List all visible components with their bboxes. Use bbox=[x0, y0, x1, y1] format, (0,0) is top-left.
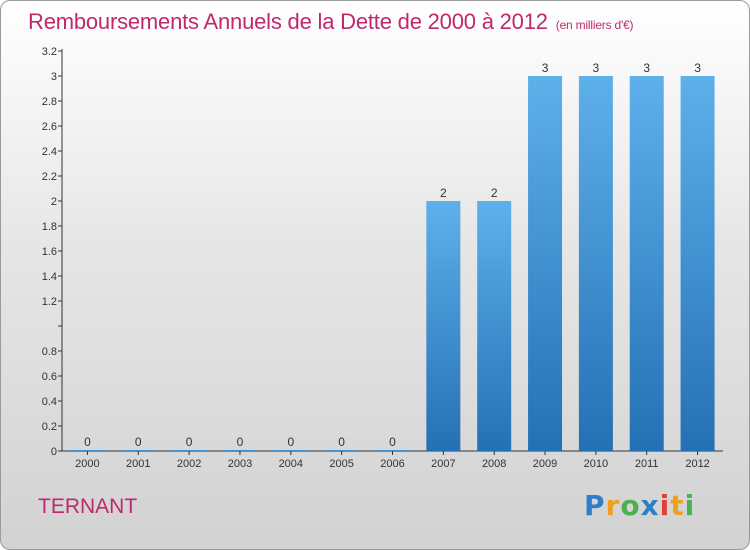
chart-title-text: Remboursements Annuels de la Dette de 20… bbox=[28, 9, 548, 34]
y-tick-label: 1.2 bbox=[42, 296, 57, 308]
y-tick-label: 2 bbox=[51, 196, 57, 208]
bar-2009 bbox=[528, 76, 563, 451]
x-tick-label: 2006 bbox=[380, 458, 404, 470]
proxiti-logo: Proxiti bbox=[584, 489, 695, 522]
y-tick-label: 0 bbox=[51, 446, 57, 458]
y-tick-label: 1.4 bbox=[42, 271, 57, 283]
bar-value-label: 2 bbox=[491, 186, 498, 200]
x-tick-label: 2008 bbox=[482, 458, 506, 470]
bar-2010 bbox=[578, 76, 613, 451]
logo-letter: x bbox=[640, 489, 660, 522]
y-tick-label: 2.8 bbox=[42, 96, 57, 108]
bar-value-label: 0 bbox=[186, 435, 193, 449]
bar-value-label: 0 bbox=[287, 435, 294, 449]
x-tick-label: 2007 bbox=[431, 458, 455, 470]
y-tick-label: 2.2 bbox=[42, 171, 57, 183]
y-tick-label: 0.2 bbox=[42, 421, 57, 433]
bar-2003 bbox=[222, 450, 257, 451]
bar-value-label: 3 bbox=[643, 61, 650, 75]
bar-2002 bbox=[172, 450, 207, 451]
y-tick-label: 0.6 bbox=[42, 371, 57, 383]
bar-value-label: 0 bbox=[237, 435, 244, 449]
bar-2007 bbox=[426, 201, 461, 451]
bar-value-label: 0 bbox=[389, 435, 396, 449]
y-tick-label: 0.8 bbox=[42, 346, 57, 358]
logo-letter: t bbox=[670, 489, 685, 522]
x-tick-label: 2002 bbox=[177, 458, 201, 470]
location-label: TERNANT bbox=[38, 495, 138, 518]
logo-letter: i bbox=[684, 489, 696, 522]
y-tick-label: 2.4 bbox=[42, 146, 57, 158]
x-tick-label: 2000 bbox=[75, 458, 99, 470]
logo-letter: r bbox=[605, 489, 621, 522]
bar-2006 bbox=[375, 450, 410, 451]
x-tick-label: 2009 bbox=[533, 458, 557, 470]
bar-value-label: 2 bbox=[440, 186, 447, 200]
chart-title: Remboursements Annuels de la Dette de 20… bbox=[28, 9, 634, 35]
bar-2005 bbox=[324, 450, 359, 451]
bar-value-label: 3 bbox=[593, 61, 600, 75]
bar-value-label: 3 bbox=[694, 61, 701, 75]
y-tick-label: 3.2 bbox=[42, 46, 57, 58]
chart-unit: (en milliers d'€) bbox=[555, 18, 634, 32]
logo-letter: o bbox=[620, 489, 641, 522]
bar-value-label: 3 bbox=[542, 61, 549, 75]
bar-2008 bbox=[477, 201, 512, 451]
y-tick-label: 2.6 bbox=[42, 121, 57, 133]
bar-value-label: 0 bbox=[84, 435, 91, 449]
bar-2000 bbox=[70, 450, 105, 451]
y-tick-label: 0.4 bbox=[42, 396, 57, 408]
y-tick-label: 1.6 bbox=[42, 246, 57, 258]
bar-value-label: 0 bbox=[338, 435, 345, 449]
bar-2004 bbox=[273, 450, 308, 451]
x-tick-label: 2011 bbox=[635, 458, 659, 470]
bar-value-label: 0 bbox=[135, 435, 142, 449]
x-tick-label: 2012 bbox=[685, 458, 709, 470]
y-tick-label: 1.8 bbox=[42, 221, 57, 233]
logo-letter: P bbox=[584, 489, 606, 522]
x-tick-label: 2001 bbox=[126, 458, 150, 470]
x-tick-label: 2004 bbox=[279, 458, 303, 470]
x-tick-label: 2010 bbox=[584, 458, 608, 470]
bar-2001 bbox=[121, 450, 156, 451]
x-tick-label: 2003 bbox=[228, 458, 252, 470]
x-tick-label: 2005 bbox=[329, 458, 353, 470]
logo-letter: i bbox=[659, 489, 671, 522]
y-tick-label: 3 bbox=[51, 71, 57, 83]
bar-2011 bbox=[629, 76, 664, 451]
bar-2012 bbox=[680, 76, 715, 451]
